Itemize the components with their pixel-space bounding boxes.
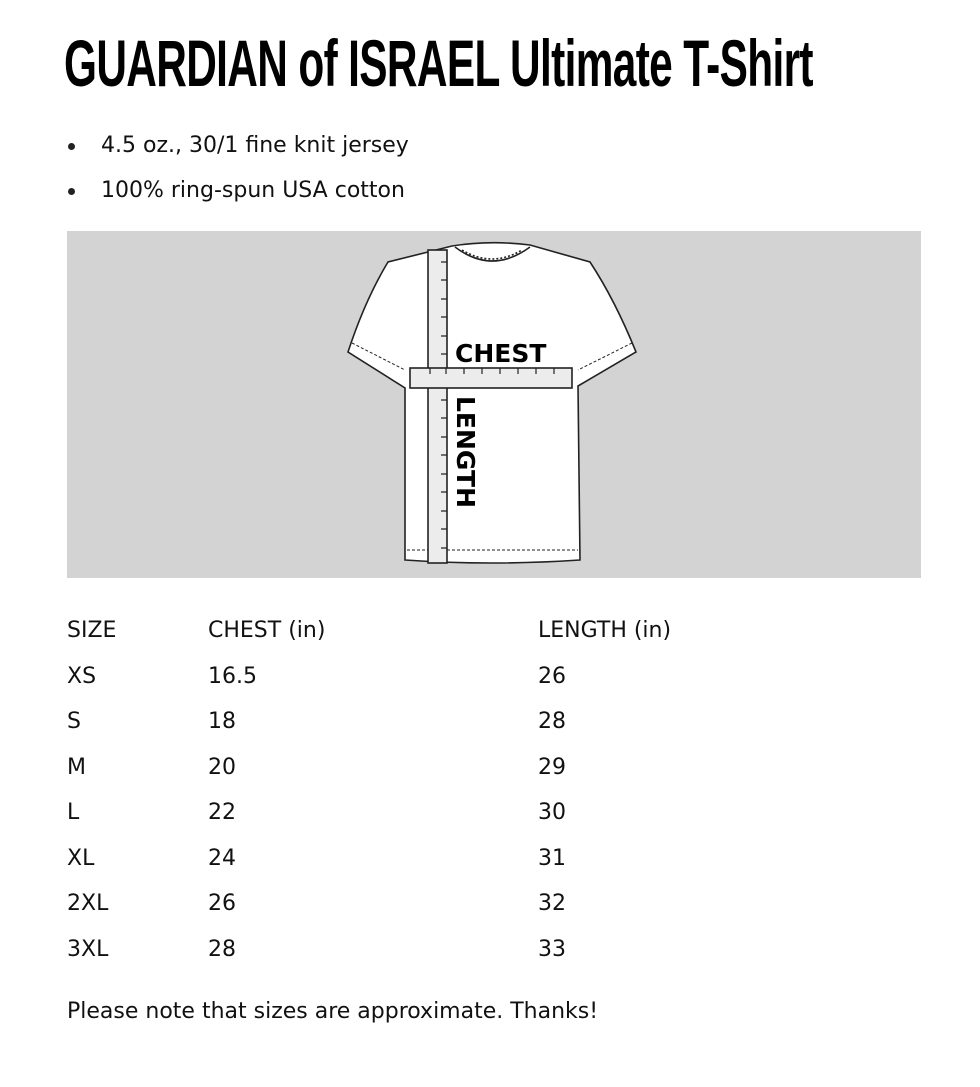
header-chest: CHEST (in) <box>208 618 326 643</box>
cell-size: 3XL <box>67 936 109 962</box>
cell-chest: 26 <box>208 891 236 916</box>
feature-text: 100% ring-spun USA cotton <box>101 178 405 203</box>
bullet-icon <box>68 143 75 150</box>
feature-item: 100% ring-spun USA cotton <box>66 173 409 218</box>
cell-size: 2XL <box>67 891 109 916</box>
bullet-icon <box>68 188 75 195</box>
table-header: SIZE CHEST (in) LENGTH (in) <box>67 612 867 658</box>
cell-length: 33 <box>538 936 566 962</box>
sizing-note: Please note that sizes are approximate. … <box>67 999 599 1024</box>
cell-chest: 22 <box>208 800 236 825</box>
tshirt-measurement-illustration: CHEST LENGTH <box>347 241 638 564</box>
cell-size: S <box>67 709 81 734</box>
cell-size: XS <box>67 663 97 689</box>
cell-length: 32 <box>538 891 566 916</box>
table-row: M 20 29 <box>67 749 867 795</box>
feature-list: 4.5 oz., 30/1 fine knit jersey 100% ring… <box>66 128 409 218</box>
chest-ruler <box>409 367 573 389</box>
header-length: LENGTH (in) <box>538 618 672 643</box>
tshirt-icon <box>347 241 638 564</box>
page-title: GUARDIAN of ISRAEL Ultimate T-Shirt <box>64 26 814 100</box>
table-row: XL 24 31 <box>67 840 867 886</box>
cell-length: 31 <box>538 845 566 871</box>
cell-length: 26 <box>538 663 566 689</box>
chest-label: CHEST <box>455 339 546 368</box>
length-label: LENGTH <box>451 396 480 508</box>
cell-length: 29 <box>538 754 566 780</box>
cell-chest: 28 <box>208 936 236 962</box>
table-row: S 18 28 <box>67 703 867 749</box>
table-row: 3XL 28 33 <box>67 931 867 977</box>
feature-text: 4.5 oz., 30/1 fine knit jersey <box>101 133 409 158</box>
length-ruler <box>427 249 448 564</box>
table-row: XS 16.5 26 <box>67 658 867 704</box>
cell-chest: 16.5 <box>208 663 257 689</box>
table-row: L 22 30 <box>67 794 867 840</box>
cell-size: M <box>67 754 86 780</box>
size-diagram: CHEST LENGTH <box>67 231 921 578</box>
header-size: SIZE <box>67 618 117 643</box>
table-row: 2XL 26 32 <box>67 885 867 931</box>
feature-item: 4.5 oz., 30/1 fine knit jersey <box>66 128 409 173</box>
cell-chest: 24 <box>208 845 236 871</box>
cell-chest: 18 <box>208 709 236 734</box>
cell-length: 28 <box>538 709 566 734</box>
cell-chest: 20 <box>208 754 236 780</box>
cell-size: L <box>67 800 80 825</box>
cell-size: XL <box>67 845 95 871</box>
cell-length: 30 <box>538 800 566 825</box>
size-table: SIZE CHEST (in) LENGTH (in) XS 16.5 26 S 18… <box>67 612 867 976</box>
